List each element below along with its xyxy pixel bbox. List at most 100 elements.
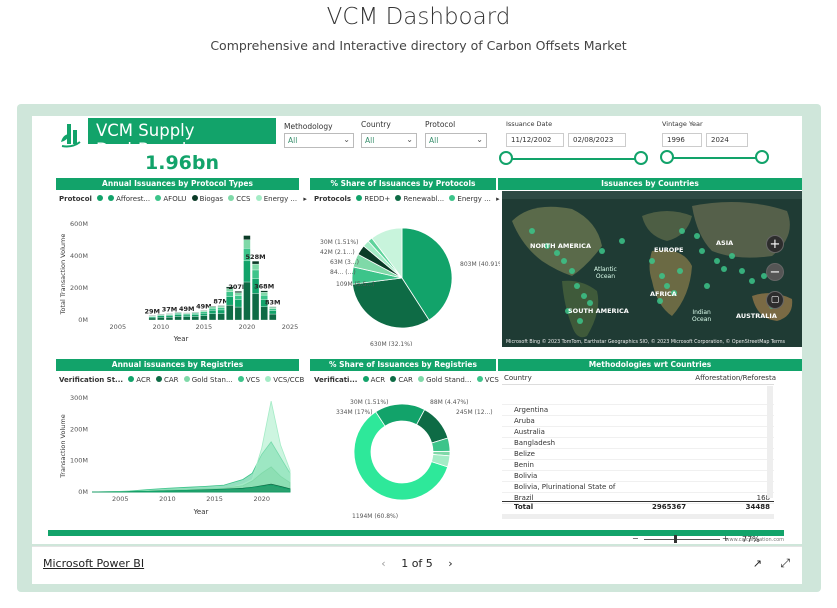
legend-item[interactable]: CCS: [236, 195, 251, 203]
map-land-shapes: [502, 191, 802, 338]
x-tick-label: 2025: [282, 323, 299, 331]
zoom-plus-button[interactable]: +: [722, 534, 729, 543]
legend-next-arrow-icon[interactable]: ▸: [496, 195, 500, 203]
protocol-types-header: Annual Issuances by Protocol Types: [56, 178, 299, 190]
table-row[interactable]: Argentina: [502, 405, 774, 416]
issuance-slider-end-handle[interactable]: [634, 151, 648, 165]
table-vertical-scrollbar[interactable]: [767, 386, 773, 498]
legend-dot: [108, 195, 115, 201]
map-label-south-america: SOUTH AMERICA: [568, 307, 629, 315]
table-row[interactable]: Brazil 168: [502, 493, 774, 504]
share-icon[interactable]: ↗: [752, 557, 762, 570]
legend-item[interactable]: VCS: [245, 376, 260, 384]
legend-dot: [191, 195, 198, 201]
legend-item[interactable]: Biogas: [199, 195, 224, 203]
issuance-date-label: Issuance Date: [506, 120, 553, 128]
table-row[interactable]: Bolivia, Plurinational State of: [502, 482, 774, 493]
bar-segment: [251, 293, 260, 321]
legend-item[interactable]: Renewabl...: [403, 195, 445, 203]
legend-next-arrow-icon[interactable]: ▸: [303, 195, 307, 203]
zoom-minus-button[interactable]: −: [632, 534, 639, 543]
column-header-country[interactable]: Country: [504, 374, 532, 382]
powerbi-link[interactable]: Microsoft Power BI: [43, 557, 145, 570]
map-label-africa: AFRICA: [650, 290, 677, 298]
bar-segment: [183, 313, 191, 316]
zoom-in-button[interactable]: +: [766, 235, 784, 253]
legend-item[interactable]: ACR: [136, 376, 151, 384]
legend-title: Protocol: [59, 195, 92, 203]
data-label: 87M: [213, 298, 229, 306]
previous-page-icon[interactable]: ‹: [381, 557, 386, 570]
protocol-dropdown[interactable]: All ⌄: [425, 133, 487, 148]
legend-item[interactable]: REDD+: [364, 195, 391, 203]
vintage-slider-end-handle[interactable]: [755, 150, 769, 164]
legend-item[interactable]: Gold Stan...: [191, 376, 233, 384]
slice-label: 63M (3...): [330, 259, 359, 266]
legend-item[interactable]: Energy ...: [457, 195, 491, 203]
pie-slice: [351, 277, 430, 329]
vintage-end-year[interactable]: 2024: [706, 133, 748, 147]
y-tick-label: 100M: [70, 457, 88, 465]
table-row[interactable]: Belize: [502, 449, 774, 460]
footer-url[interactable]: www.calculusation.com: [725, 537, 784, 543]
bar-segment: [243, 281, 251, 321]
legend-item[interactable]: Gold Stand...: [426, 376, 472, 384]
zoom-level: 77%: [742, 535, 760, 544]
countries-map[interactable]: NORTH AMERICA SOUTH AMERICA EUROPE ASIA …: [502, 191, 802, 347]
table-row[interactable]: Bolivia: [502, 471, 774, 482]
map-bubble: [569, 268, 575, 274]
y-tick-label: 300M: [70, 394, 88, 402]
y-tick-label: 400M: [70, 252, 88, 260]
table-cell-country: Argentina: [514, 406, 549, 414]
table-row[interactable]: Bangladesh: [502, 438, 774, 449]
bar-segment: [217, 309, 225, 314]
y-tick-label: 600M: [70, 220, 88, 228]
next-page-icon[interactable]: ›: [448, 557, 453, 570]
column-header-method[interactable]: Afforestation/Reforesta: [695, 374, 776, 382]
country-dropdown[interactable]: All ⌄: [361, 133, 417, 148]
table-row[interactable]: Australia: [502, 427, 774, 438]
registries-area-chart: Transaction Volume 0M 100M 200M 300M 2005 2010…: [59, 394, 291, 516]
slice-label: 803M (40.91%): [460, 261, 500, 268]
data-label: 207M: [228, 283, 248, 291]
bar-segment: [226, 296, 234, 306]
table-horizontal-scrollbar[interactable]: [502, 514, 774, 519]
map-bubble: [739, 268, 745, 274]
legend-dot: [395, 195, 402, 201]
issuance-date-slider[interactable]: [506, 158, 638, 160]
issuance-start-date[interactable]: 11/12/2002: [506, 133, 564, 147]
legend-item[interactable]: Afforest...: [116, 195, 151, 203]
vintage-slider-start-handle[interactable]: [660, 150, 674, 164]
chevron-down-icon: ⌄: [476, 135, 483, 144]
legend-dot: [449, 195, 456, 201]
fullscreen-icon[interactable]: ⤢: [780, 556, 790, 570]
zoom-slider[interactable]: [644, 539, 720, 540]
table-row[interactable]: Benin: [502, 460, 774, 471]
legend-item[interactable]: VCS/CCB: [273, 376, 305, 384]
bar-segment: [217, 306, 225, 308]
map-select-icon[interactable]: ▢: [766, 291, 784, 309]
methodology-dropdown[interactable]: All ⌄: [284, 133, 354, 148]
legend-item[interactable]: CAR: [163, 376, 179, 384]
legend-item[interactable]: CAR: [398, 376, 413, 384]
table-row[interactable]: Aruba: [502, 416, 774, 427]
issuance-end-value: 02/08/2023: [573, 136, 614, 144]
table-row[interactable]: [502, 394, 774, 405]
zoom-slider-handle[interactable]: [674, 535, 677, 543]
y-tick-label: 200M: [70, 284, 88, 292]
legend-dot: [228, 195, 235, 201]
legend-item[interactable]: VCS: [484, 376, 499, 384]
issuance-slider-start-handle[interactable]: [499, 151, 513, 165]
legend-title: Protocols: [314, 195, 352, 203]
vintage-start-year[interactable]: 1996: [662, 133, 702, 147]
zoom-out-button[interactable]: −: [766, 263, 784, 281]
legend-item[interactable]: Energy ...: [263, 195, 298, 203]
vintage-year-slider[interactable]: [666, 157, 762, 159]
x-tick-label: 2015: [196, 323, 213, 331]
issuance-end-date[interactable]: 02/08/2023: [568, 133, 626, 147]
legend-item[interactable]: AFOLU: [163, 195, 187, 203]
table-cell-value: 168: [756, 494, 770, 502]
table-cell-country: Bangladesh: [514, 439, 556, 447]
x-tick-label: 2005: [112, 495, 129, 503]
legend-item[interactable]: ACR: [370, 376, 386, 384]
